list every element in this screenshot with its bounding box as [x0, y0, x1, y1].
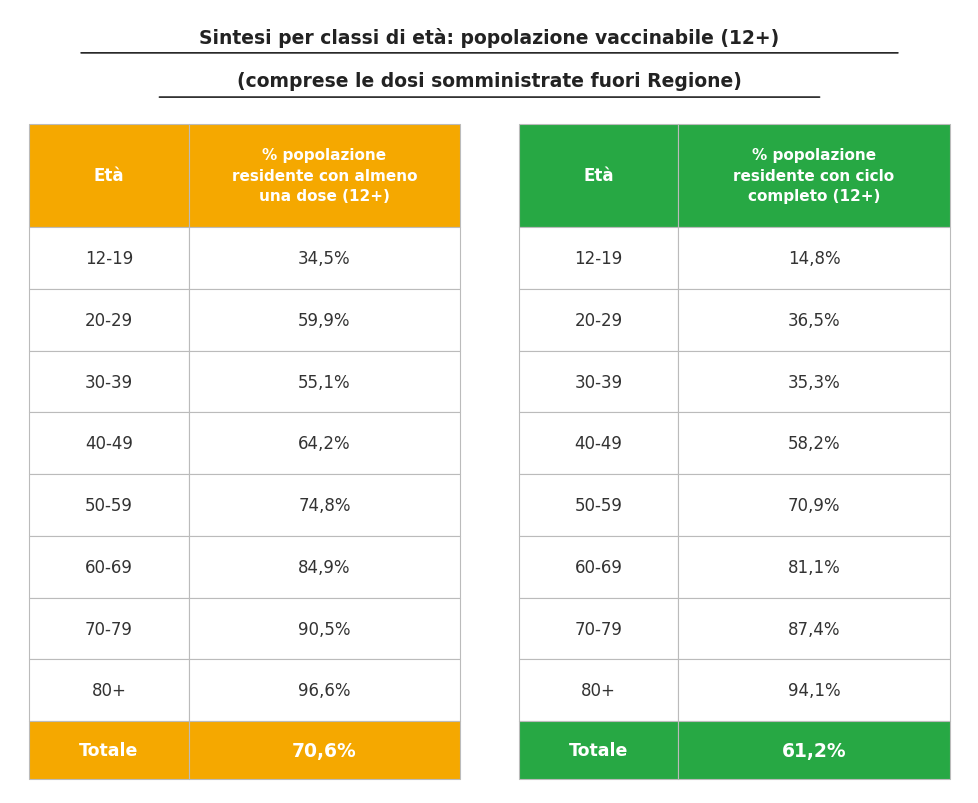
Text: 20-29: 20-29 — [85, 312, 133, 329]
Text: 96,6%: 96,6% — [298, 682, 350, 699]
FancyBboxPatch shape — [29, 228, 189, 290]
Text: 30-39: 30-39 — [85, 373, 133, 391]
Text: 40-49: 40-49 — [574, 434, 622, 453]
Text: 14,8%: 14,8% — [787, 250, 839, 267]
Text: 35,3%: 35,3% — [786, 373, 839, 391]
FancyBboxPatch shape — [189, 659, 460, 721]
Text: Età: Età — [583, 167, 613, 185]
Text: (comprese le dosi somministrate fuori Regione): (comprese le dosi somministrate fuori Re… — [237, 72, 741, 92]
Text: 94,1%: 94,1% — [787, 682, 839, 699]
FancyBboxPatch shape — [678, 659, 949, 721]
FancyBboxPatch shape — [518, 659, 678, 721]
Text: 74,8%: 74,8% — [298, 496, 350, 515]
FancyBboxPatch shape — [518, 228, 678, 290]
Text: 60-69: 60-69 — [574, 558, 622, 576]
Text: 40-49: 40-49 — [85, 434, 133, 453]
FancyBboxPatch shape — [678, 124, 949, 228]
Text: % popolazione
residente con ciclo
completo (12+): % popolazione residente con ciclo comple… — [733, 149, 894, 204]
FancyBboxPatch shape — [189, 351, 460, 413]
Text: 55,1%: 55,1% — [298, 373, 350, 391]
Text: 84,9%: 84,9% — [298, 558, 350, 576]
FancyBboxPatch shape — [678, 351, 949, 413]
Text: 36,5%: 36,5% — [787, 312, 839, 329]
FancyBboxPatch shape — [518, 351, 678, 413]
FancyBboxPatch shape — [189, 290, 460, 351]
Text: 70,9%: 70,9% — [787, 496, 839, 515]
FancyBboxPatch shape — [678, 290, 949, 351]
Text: 60-69: 60-69 — [85, 558, 133, 576]
FancyBboxPatch shape — [29, 413, 189, 475]
FancyBboxPatch shape — [518, 124, 678, 228]
Text: 81,1%: 81,1% — [786, 558, 839, 576]
FancyBboxPatch shape — [29, 351, 189, 413]
Text: 70-79: 70-79 — [85, 620, 133, 638]
FancyBboxPatch shape — [29, 536, 189, 598]
FancyBboxPatch shape — [29, 598, 189, 659]
FancyBboxPatch shape — [189, 475, 460, 536]
FancyBboxPatch shape — [189, 536, 460, 598]
Text: 50-59: 50-59 — [574, 496, 622, 515]
Text: 80+: 80+ — [92, 682, 126, 699]
Text: 70-79: 70-79 — [574, 620, 622, 638]
Text: 59,9%: 59,9% — [298, 312, 350, 329]
Text: 30-39: 30-39 — [574, 373, 622, 391]
FancyBboxPatch shape — [518, 290, 678, 351]
FancyBboxPatch shape — [678, 228, 949, 290]
Text: Sintesi per classi di età: popolazione vaccinabile (12+): Sintesi per classi di età: popolazione v… — [200, 28, 778, 48]
Text: 58,2%: 58,2% — [787, 434, 839, 453]
Text: 64,2%: 64,2% — [298, 434, 350, 453]
Text: 20-29: 20-29 — [574, 312, 622, 329]
Text: 12-19: 12-19 — [574, 250, 622, 267]
FancyBboxPatch shape — [518, 413, 678, 475]
FancyBboxPatch shape — [29, 659, 189, 721]
Text: 34,5%: 34,5% — [298, 250, 350, 267]
FancyBboxPatch shape — [518, 475, 678, 536]
Text: 87,4%: 87,4% — [787, 620, 839, 638]
FancyBboxPatch shape — [189, 228, 460, 290]
Text: Totale: Totale — [568, 741, 628, 759]
Text: 80+: 80+ — [581, 682, 615, 699]
FancyBboxPatch shape — [518, 721, 678, 779]
FancyBboxPatch shape — [189, 124, 460, 228]
FancyBboxPatch shape — [678, 475, 949, 536]
FancyBboxPatch shape — [678, 536, 949, 598]
FancyBboxPatch shape — [29, 721, 189, 779]
FancyBboxPatch shape — [29, 475, 189, 536]
FancyBboxPatch shape — [29, 124, 189, 228]
FancyBboxPatch shape — [678, 721, 949, 779]
Text: 70,6%: 70,6% — [291, 740, 356, 760]
FancyBboxPatch shape — [29, 290, 189, 351]
FancyBboxPatch shape — [518, 536, 678, 598]
Text: 12-19: 12-19 — [85, 250, 133, 267]
Text: % popolazione
residente con almeno
una dose (12+): % popolazione residente con almeno una d… — [232, 149, 417, 204]
Text: Età: Età — [94, 167, 124, 185]
FancyBboxPatch shape — [189, 413, 460, 475]
FancyBboxPatch shape — [518, 598, 678, 659]
Text: 50-59: 50-59 — [85, 496, 133, 515]
Text: 61,2%: 61,2% — [780, 740, 845, 760]
Text: Totale: Totale — [79, 741, 139, 759]
Text: 90,5%: 90,5% — [298, 620, 350, 638]
FancyBboxPatch shape — [189, 598, 460, 659]
FancyBboxPatch shape — [678, 598, 949, 659]
FancyBboxPatch shape — [189, 721, 460, 779]
FancyBboxPatch shape — [678, 413, 949, 475]
